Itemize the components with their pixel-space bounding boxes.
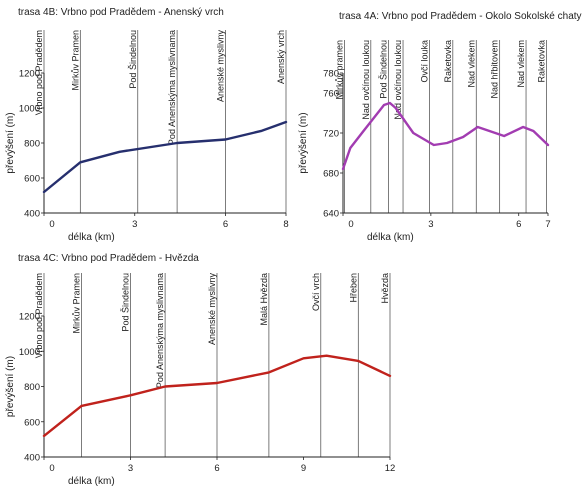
waypoint-label: Malá Hvězda bbox=[259, 273, 269, 326]
y-tick-label: 1000 bbox=[19, 104, 40, 115]
waypoint-label: Raketovka bbox=[443, 40, 453, 83]
waypoint-label: Hřeben bbox=[348, 273, 358, 303]
waypoint-label: Nad vlekem bbox=[466, 40, 476, 88]
waypoint-label: Mirkův Pramen bbox=[71, 273, 81, 334]
waypoint-label: Hvězda bbox=[380, 273, 390, 304]
x-axis-label: délka (km) bbox=[367, 232, 414, 243]
waypoint-label: Pod Šindelnou bbox=[378, 40, 388, 99]
y-tick-label: 800 bbox=[24, 139, 40, 150]
chart-panel-1: trasa 4B: Vrbno pod Pradědem - Anenský v… bbox=[5, 7, 289, 243]
waypoint-label: Mirkův pramen bbox=[334, 40, 344, 100]
x-axis-label: délka (km) bbox=[68, 476, 115, 487]
elevation-line bbox=[341, 101, 550, 171]
chart-title: trasa 4C: Vrbno pod Pradědem - Hvězda bbox=[18, 253, 199, 264]
y-tick-label: 600 bbox=[24, 417, 40, 428]
x-tick-label: 3 bbox=[428, 219, 433, 230]
y-tick-label: 400 bbox=[24, 209, 40, 220]
chart-title: trasa 4B: Vrbno pod Pradědem - Anenský v… bbox=[18, 7, 224, 18]
chart-panel-3: trasa 4C: Vrbno pod Pradědem - Hvězda Vrb… bbox=[5, 253, 395, 487]
y-tick-label: 640 bbox=[323, 209, 339, 220]
y-axis-label: převýšení (m) bbox=[5, 112, 16, 173]
y-tick-label: 720 bbox=[323, 129, 339, 140]
x-tick-label: 6 bbox=[516, 219, 521, 230]
y-tick-label: 600 bbox=[24, 174, 40, 185]
x-tick-label: 3 bbox=[128, 463, 133, 474]
waypoint-label: Pod Šindelnou bbox=[121, 273, 131, 332]
y-tick-label: 760 bbox=[323, 89, 339, 100]
x-tick-label: 8 bbox=[283, 219, 288, 230]
waypoint-label: Anenské myslivny bbox=[207, 273, 217, 346]
chart-title: trasa 4A: Vrbno pod Pradědem - Okolo Sok… bbox=[339, 11, 582, 22]
waypoint-label: Ovčí vrch bbox=[311, 273, 321, 311]
waypoint-label: Pod Šindelnou bbox=[128, 30, 138, 89]
waypoint-label: Mirkův Pramen bbox=[70, 30, 80, 91]
waypoint-label: Pod Anenskýma myslivnama bbox=[167, 30, 177, 145]
waypoint-label: Anenský vrch bbox=[276, 30, 286, 84]
y-tick-label: 1200 bbox=[19, 312, 40, 323]
waypoint-label: Vrbno pod Pradědem bbox=[34, 30, 44, 115]
waypoint-label: Pod Anenskýma myslivnama bbox=[155, 273, 165, 388]
y-axis-label: převýšení (m) bbox=[298, 112, 309, 173]
waypoint-label: Nad ovčínou loukou bbox=[393, 40, 403, 120]
waypoint-label: Vrbno pod Pradědem bbox=[34, 273, 44, 358]
y-tick-label: 1200 bbox=[19, 69, 40, 80]
x-tick-label: 6 bbox=[223, 219, 228, 230]
x-tick-label: 6 bbox=[214, 463, 219, 474]
y-tick-label: 400 bbox=[24, 453, 40, 464]
y-tick-label: 680 bbox=[323, 169, 339, 180]
x-tick-label: 9 bbox=[301, 463, 306, 474]
x-axis-label: délka (km) bbox=[68, 232, 115, 243]
waypoint-label: Raketovka bbox=[537, 40, 547, 83]
y-axis-label: převýšení (m) bbox=[5, 356, 16, 417]
x-tick-label: 0 bbox=[49, 463, 54, 474]
waypoint-label: Ovčí louka bbox=[419, 40, 429, 83]
elevation-line bbox=[42, 354, 392, 438]
y-tick-label: 800 bbox=[24, 382, 40, 393]
y-tick-label: 780 bbox=[323, 69, 339, 80]
x-tick-label: 0 bbox=[348, 219, 353, 230]
chart-panel-2: trasa 4A: Vrbno pod Pradědem - Okolo Sok… bbox=[298, 11, 582, 243]
waypoint-label: Nad hřbitovem bbox=[490, 40, 500, 99]
x-tick-label: 7 bbox=[545, 219, 550, 230]
waypoint-label: Anenské myslivny bbox=[216, 30, 226, 103]
x-tick-label: 0 bbox=[49, 219, 54, 230]
y-tick-label: 1000 bbox=[19, 347, 40, 358]
waypoint-label: Nad vlekem bbox=[516, 40, 526, 88]
elevation-line bbox=[42, 120, 288, 194]
waypoint-label: Nad ovčínou loukou bbox=[361, 40, 371, 120]
x-tick-label: 12 bbox=[385, 463, 396, 474]
x-tick-label: 3 bbox=[132, 219, 137, 230]
